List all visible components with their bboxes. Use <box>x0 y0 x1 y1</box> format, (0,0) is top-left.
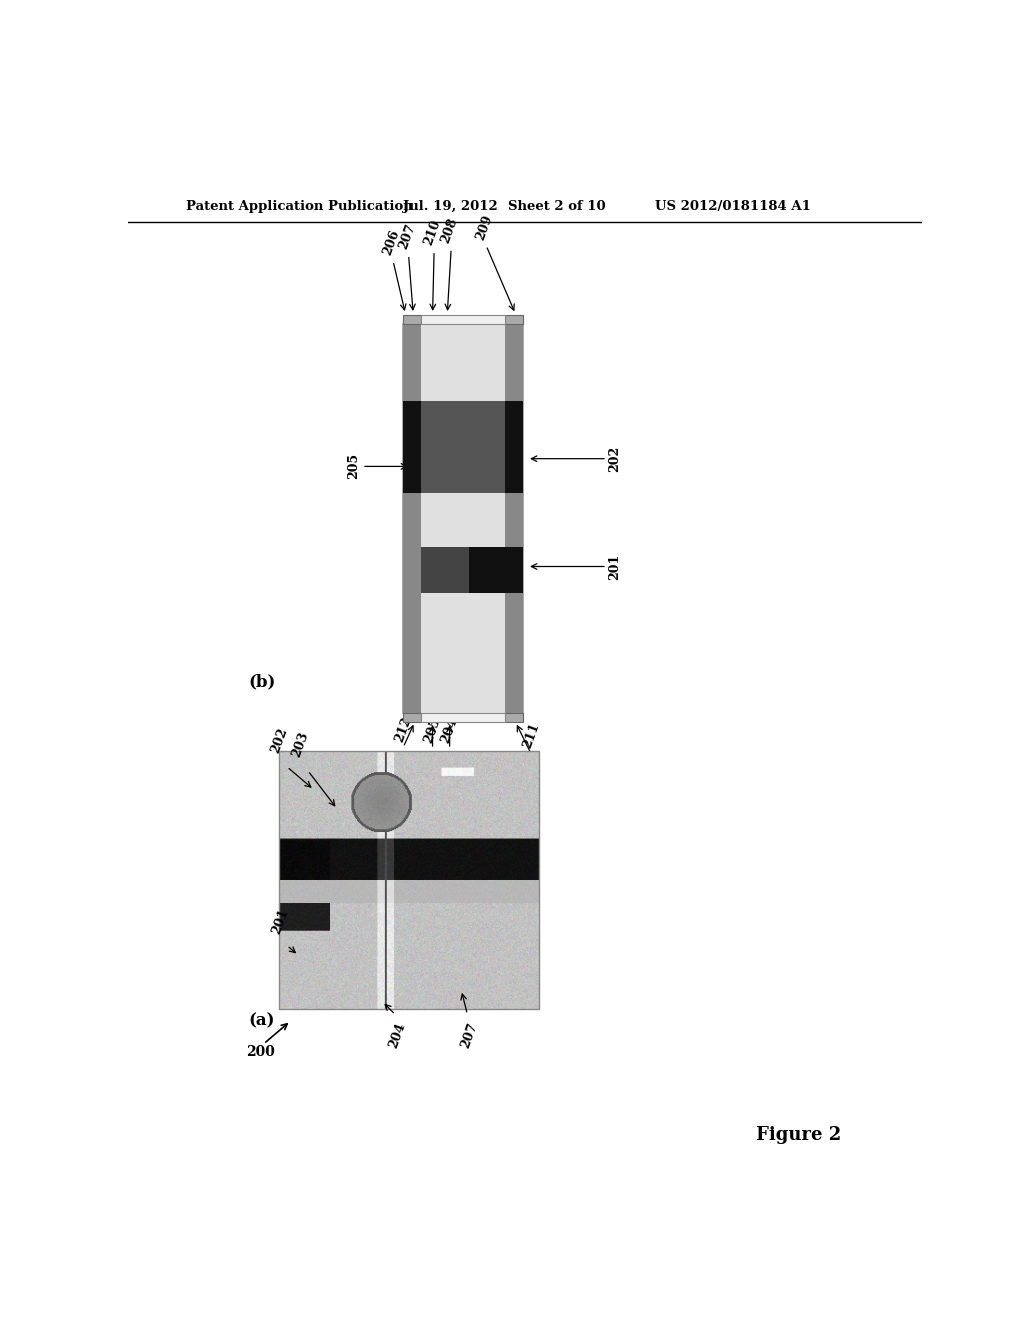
Bar <box>421 548 469 594</box>
Bar <box>403 713 421 722</box>
Bar <box>506 713 523 722</box>
Bar <box>506 314 523 323</box>
Text: 210: 210 <box>422 218 443 247</box>
Text: 207: 207 <box>396 222 418 251</box>
Text: 212: 212 <box>392 714 414 743</box>
Bar <box>421 401 506 494</box>
Text: 211: 211 <box>520 721 542 750</box>
Text: (b): (b) <box>248 673 275 690</box>
Text: 203: 203 <box>290 730 310 759</box>
Text: 208: 208 <box>439 215 460 244</box>
Bar <box>403 323 421 713</box>
Text: 201: 201 <box>269 907 291 936</box>
Text: 202: 202 <box>268 726 290 755</box>
Text: 205: 205 <box>422 717 443 744</box>
Bar <box>403 401 421 494</box>
Text: 201: 201 <box>608 553 622 579</box>
Bar <box>469 548 523 594</box>
Text: 200: 200 <box>246 1044 274 1059</box>
Text: Jul. 19, 2012: Jul. 19, 2012 <box>403 199 498 213</box>
Bar <box>421 713 506 722</box>
Bar <box>403 314 421 323</box>
Text: (a): (a) <box>248 1012 274 1030</box>
Text: Sheet 2 of 10: Sheet 2 of 10 <box>508 199 605 213</box>
Bar <box>421 323 506 713</box>
Text: US 2012/0181184 A1: US 2012/0181184 A1 <box>655 199 811 213</box>
Bar <box>506 323 523 713</box>
Text: 204: 204 <box>439 715 460 744</box>
Bar <box>280 751 539 1010</box>
Bar <box>403 323 523 713</box>
Text: 207: 207 <box>459 1020 479 1049</box>
Text: Figure 2: Figure 2 <box>756 1126 841 1143</box>
Text: 202: 202 <box>608 446 622 471</box>
Bar <box>506 401 523 494</box>
Text: 209: 209 <box>474 213 495 242</box>
Text: Patent Application Publication: Patent Application Publication <box>186 199 413 213</box>
Bar <box>421 314 506 323</box>
Text: 206: 206 <box>381 228 402 257</box>
Text: 205: 205 <box>347 453 360 479</box>
Text: 204: 204 <box>387 1020 409 1049</box>
